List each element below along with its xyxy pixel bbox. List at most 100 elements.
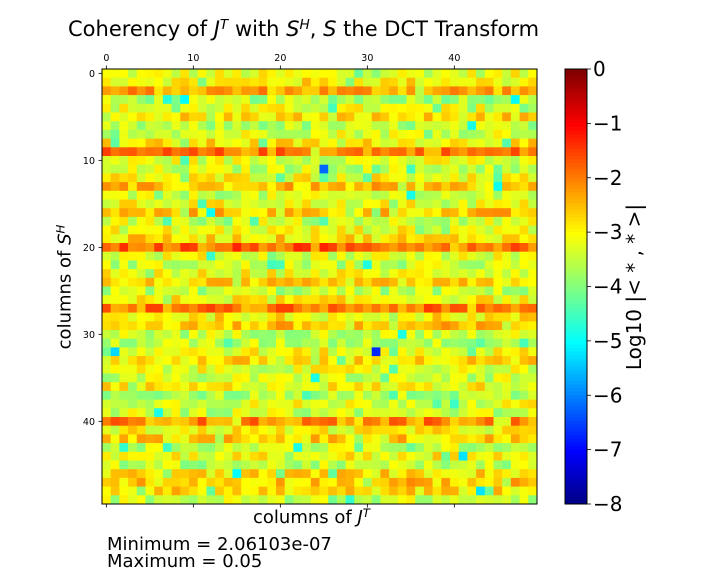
heatmap-cell (345, 321, 355, 331)
heatmap-cell (484, 390, 494, 400)
heatmap-cell (423, 216, 433, 226)
heatmap-cell (162, 364, 172, 374)
heatmap-cell (258, 277, 268, 287)
heatmap-cell (276, 69, 286, 79)
heatmap-cell (284, 330, 294, 340)
heatmap-cell (371, 460, 381, 470)
heatmap-cell (371, 443, 381, 453)
heatmap-cell (145, 234, 155, 244)
heatmap-cell (450, 69, 460, 79)
heatmap-cell (502, 451, 512, 461)
heatmap-cell (145, 173, 155, 183)
heatmap-cell (102, 373, 112, 383)
heatmap-cell (267, 451, 277, 461)
heatmap-cell (223, 399, 233, 409)
heatmap-cell (302, 408, 312, 418)
heatmap-cell (528, 417, 538, 427)
colorbar-segment (565, 261, 587, 266)
heatmap-cell (467, 303, 477, 313)
heatmap-cell (336, 164, 346, 174)
heatmap-cell (493, 347, 503, 357)
heatmap-cell (276, 251, 286, 261)
heatmap-cell (267, 103, 277, 113)
heatmap-cell (267, 443, 277, 453)
heatmap-cell (180, 451, 190, 461)
heatmap-cell (510, 86, 520, 96)
heatmap-cell (189, 190, 199, 200)
heatmap-cell (136, 451, 146, 461)
heatmap-cell (319, 277, 329, 287)
colorbar-segment (565, 453, 587, 458)
heatmap-cell (180, 173, 190, 183)
heatmap-cell (476, 417, 486, 427)
heatmap-cell (284, 86, 294, 96)
heatmap-cell (502, 69, 512, 79)
heatmap-cell (171, 347, 181, 357)
heatmap-cell (302, 330, 312, 340)
heatmap-cell (180, 129, 190, 139)
colorbar-segment (565, 163, 587, 168)
colorbar-segment (565, 475, 587, 480)
heatmap-cell (206, 338, 216, 348)
heatmap-cell (119, 243, 129, 253)
heatmap-cell (197, 208, 207, 218)
heatmap-cell (284, 208, 294, 218)
heatmap-cell (171, 469, 181, 479)
heatmap-cell (249, 69, 259, 79)
heatmap-cell (528, 295, 538, 305)
heatmap-cell (336, 330, 346, 340)
heatmap-cell (476, 451, 486, 461)
heatmap-cell (189, 182, 199, 192)
heatmap-cell (249, 234, 259, 244)
heatmap-cell (371, 216, 381, 226)
heatmap-cell (406, 338, 416, 348)
heatmap-cell (458, 234, 468, 244)
heatmap-cell (171, 216, 181, 226)
heatmap-cell (493, 486, 503, 496)
heatmap-cell (415, 269, 425, 279)
heatmap-cell (476, 382, 486, 392)
heatmap-cell (232, 112, 242, 122)
heatmap-cell (415, 330, 425, 340)
heatmap-cell (345, 408, 355, 418)
heatmap-cell (328, 129, 338, 139)
heatmap-cell (241, 95, 251, 105)
heatmap-cell (319, 321, 329, 331)
heatmap-cell (223, 243, 233, 253)
colorbar-segment (565, 420, 587, 425)
colorbar-segment (565, 206, 587, 211)
heatmap-cell (328, 164, 338, 174)
heatmap-cell (171, 164, 181, 174)
heatmap-cell (241, 434, 251, 444)
heatmap-cell (276, 208, 286, 218)
colorbar-segment (565, 217, 587, 222)
heatmap-cell (310, 112, 320, 122)
heatmap-cell (510, 382, 520, 392)
heatmap-cell (397, 234, 407, 244)
heatmap-cell (197, 234, 207, 244)
heatmap-cell (249, 399, 259, 409)
heatmap-cell (180, 425, 190, 435)
heatmap-cell (415, 321, 425, 331)
colorbar-segment (565, 471, 587, 476)
heatmap-cell (215, 338, 225, 348)
heatmap-cell (310, 347, 320, 357)
heatmap-cell (258, 164, 268, 174)
heatmap-cell (336, 425, 346, 435)
heatmap-cell (363, 460, 373, 470)
heatmap-cell (510, 330, 520, 340)
heatmap-cell (189, 364, 199, 374)
heatmap-cell (197, 321, 207, 331)
heatmap-cell (206, 182, 216, 192)
colorbar-segment (565, 250, 587, 255)
colorbar-segment (565, 148, 587, 153)
heatmap-cell (363, 260, 373, 270)
heatmap-cell (441, 382, 451, 392)
heatmap-cell (363, 225, 373, 235)
heatmap-cell (284, 112, 294, 122)
heatmap-cell (319, 234, 329, 244)
colorbar-segment (565, 413, 587, 418)
heatmap-cell (510, 190, 520, 200)
heatmap-cell (493, 434, 503, 444)
heatmap-cell (302, 121, 312, 131)
